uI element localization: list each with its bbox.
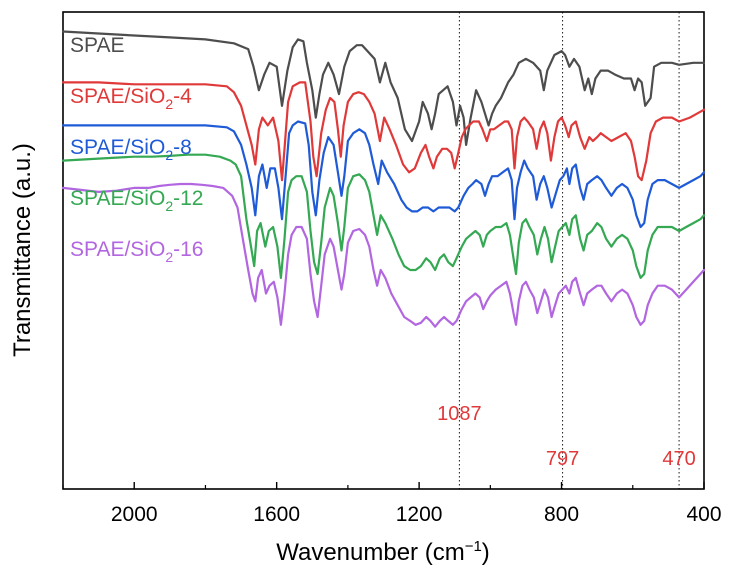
x-tick-label: 800 — [544, 503, 579, 526]
legend-label-3: SPAE/SiO2-8 — [70, 136, 192, 163]
series-lines — [61, 30, 706, 328]
x-tick-label: 1200 — [396, 503, 443, 526]
series-line-2 — [61, 81, 706, 182]
series-line-3 — [61, 120, 706, 229]
legend-label-5: SPAE/SiO2-16 — [70, 238, 203, 265]
annotation-labels: 1087 797 470 — [437, 403, 696, 470]
x-tick-label: 2000 — [111, 503, 158, 526]
legend-label-4: SPAE/SiO2-12 — [70, 187, 203, 214]
annotation-label-470: 470 — [662, 448, 695, 470]
annotation-label-1087: 1087 — [437, 403, 482, 425]
annotation-label-797: 797 — [546, 448, 579, 470]
x-axis-ticks: 2000 1600 1200 800 400 — [62, 482, 722, 526]
y-axis-title: Transmittance (a.u.) — [9, 143, 36, 357]
series-line-1 — [61, 30, 706, 146]
plot-frame — [62, 11, 705, 490]
legend-label-1: SPAE — [70, 34, 124, 57]
annotation-lines — [458, 12, 680, 489]
x-tick-label: 400 — [686, 503, 721, 526]
legend-label-2: SPAE/SiO2-4 — [70, 85, 192, 112]
x-tick-label: 1600 — [253, 503, 300, 526]
series-line-4 — [61, 153, 706, 279]
series-line-5 — [61, 182, 706, 328]
x-axis-title: Wavenumber (cm−1) — [276, 538, 490, 566]
legend: SPAE SPAE/SiO2-4 SPAE/SiO2-8 SPAE/SiO2-12 SP… — [70, 34, 203, 265]
